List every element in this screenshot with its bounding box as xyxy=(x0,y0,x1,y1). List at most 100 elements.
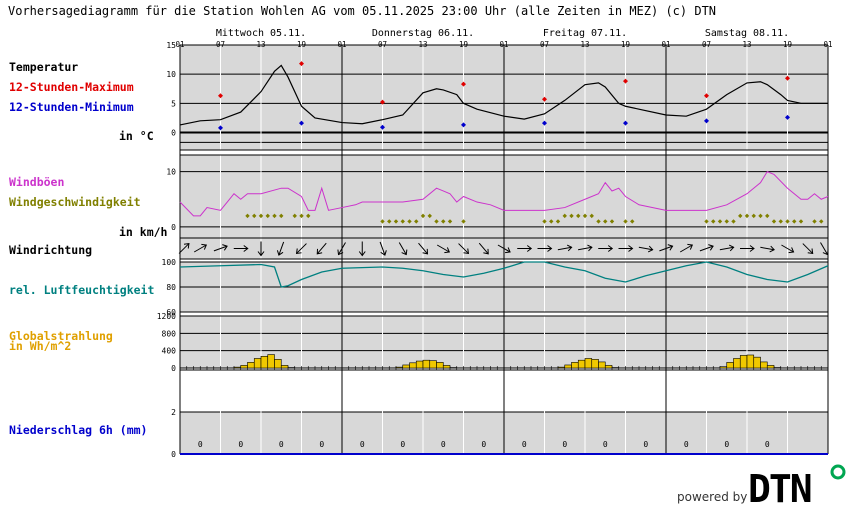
radiation-label: Globalstrahlung xyxy=(9,329,113,343)
wind-arrow-shaft xyxy=(398,242,407,255)
wind-speed-marker xyxy=(245,213,250,219)
radiation-bar xyxy=(429,360,437,369)
radiation-bar xyxy=(442,365,451,369)
wind-direction-arrow xyxy=(679,243,694,253)
wind-speed-marker xyxy=(306,213,311,219)
y-tick-label-temp: 10 xyxy=(166,70,176,79)
wind-arrow-head xyxy=(708,244,714,251)
wind-arrow-head xyxy=(526,245,533,252)
wind-speed-marker xyxy=(751,213,756,219)
precipitation-value: 0 xyxy=(441,440,446,449)
temperature-unit-label: in °C xyxy=(119,129,154,143)
powered-by-text: powered by xyxy=(677,490,748,504)
wind-speed-marker xyxy=(569,213,574,219)
wind-speed-marker xyxy=(589,213,594,219)
wind-direction-arrow xyxy=(699,244,714,252)
radiation-bar xyxy=(557,366,566,369)
wind-arrow-head xyxy=(358,251,366,257)
tmax-marker xyxy=(542,96,547,102)
hour-tick-label: 01 xyxy=(823,40,832,49)
wind-direction-arrow xyxy=(740,245,755,252)
dtn-logo-dot xyxy=(830,464,846,480)
y-tick-label-hum: 100 xyxy=(162,258,177,267)
wind-label: Windgeschwindigkeit xyxy=(9,195,141,209)
wind-arrow-shaft xyxy=(458,243,469,254)
wind-arrow-head xyxy=(505,247,511,254)
radiation-bar xyxy=(233,366,242,369)
wind-direction-arrow xyxy=(379,241,387,256)
precipitation-value: 0 xyxy=(765,440,770,449)
wind-arrow-head xyxy=(243,245,249,252)
tmin-label: 12-Stunden-Minimum xyxy=(9,100,134,114)
wind-speed-marker xyxy=(393,219,399,224)
wind-direction-arrow xyxy=(257,241,265,257)
tmin-marker xyxy=(380,124,385,130)
wind-arrow-shaft xyxy=(296,243,307,254)
wind-speed-marker xyxy=(542,219,547,224)
humidity-label: rel. Luftfeuchtigkeit xyxy=(9,283,155,297)
tmin-marker xyxy=(299,120,304,126)
wind-speed-marker xyxy=(596,219,601,224)
y-tick-label-rad: 1200 xyxy=(157,312,176,321)
wind-speed-marker xyxy=(609,219,615,224)
precipitation-value: 0 xyxy=(198,440,203,449)
radiation-bar xyxy=(253,358,262,369)
wind-direction-arrow xyxy=(618,245,634,252)
wind-direction-arrow xyxy=(760,245,775,253)
radiation-bar xyxy=(584,358,593,369)
wind-arrow-head xyxy=(222,244,228,251)
wind-speed-marker xyxy=(819,219,824,224)
wind-arrow-shaft xyxy=(659,245,673,252)
tmin-marker xyxy=(704,118,709,124)
radiation-bar xyxy=(415,360,424,369)
wind-arrow-head xyxy=(276,250,284,256)
wind-speed-marker xyxy=(441,219,446,224)
hour-tick-label: 13 xyxy=(580,40,589,49)
y-tick-label-precip: 2 xyxy=(171,408,176,417)
radiation-bar xyxy=(422,359,431,369)
radiation-bar xyxy=(409,362,417,369)
radiation-bar xyxy=(260,355,269,369)
wind-speed-marker xyxy=(400,219,405,224)
gust-line xyxy=(179,170,829,217)
wind-arrow-shaft xyxy=(478,242,489,255)
precipitation-value: 0 xyxy=(360,440,365,449)
wind-arrow-shaft xyxy=(193,244,207,253)
wind-arrow-shaft xyxy=(781,244,794,253)
tmax-label: 12-Stunden-Maximum xyxy=(9,80,134,94)
tmax-marker xyxy=(380,99,385,105)
wind-direction-arrow xyxy=(598,245,614,252)
radiation-bar xyxy=(402,364,410,369)
precipitation-value: 0 xyxy=(400,440,405,449)
wind-speed-marker xyxy=(461,219,466,224)
day-label: Freitag 07.11. xyxy=(543,28,627,39)
wind-arrow-head xyxy=(587,244,593,252)
wind-arrow-head xyxy=(547,245,553,252)
wind-direction-arrow xyxy=(497,244,511,254)
tmax-marker xyxy=(785,75,790,81)
wind-speed-marker xyxy=(252,213,257,219)
y-tick-label-rad: 400 xyxy=(162,347,177,356)
day-label: Mittwoch 05.11. xyxy=(216,28,306,39)
wind-arrow-head xyxy=(201,243,208,250)
precipitation-value: 0 xyxy=(684,440,689,449)
wind-arrow-head xyxy=(463,248,470,255)
day-label: Donnerstag 06.11. xyxy=(372,28,474,39)
page-title: Vorhersagediagramm für die Station Wohle… xyxy=(8,4,717,18)
wind-speed-marker xyxy=(744,213,750,219)
wind-arrow-shaft xyxy=(497,244,511,253)
wind-speed-marker xyxy=(704,219,709,224)
wind-unit-label: in km/h xyxy=(119,225,168,239)
tmax-marker xyxy=(704,93,709,99)
precipitation-value: 0 xyxy=(643,440,648,449)
wind-speed-marker xyxy=(771,219,777,224)
hour-tick-label: 13 xyxy=(256,40,265,49)
wind-arrow-head xyxy=(687,243,694,250)
wind-arrow-head xyxy=(647,245,654,253)
wind-arrow-head xyxy=(380,250,387,256)
y-tick-label-wind: 0 xyxy=(171,223,176,232)
wind-direction-arrow xyxy=(557,244,573,252)
wind-arrow-shaft xyxy=(699,245,714,252)
wind-arrow-shaft xyxy=(760,246,775,251)
